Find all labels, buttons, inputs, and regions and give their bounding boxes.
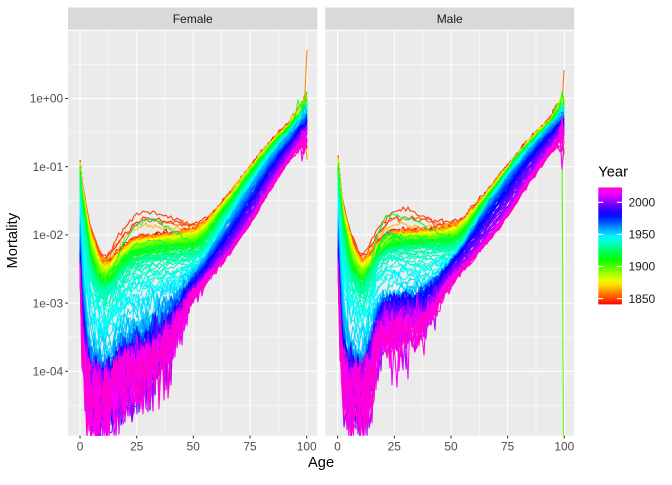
svg-text:2000: 2000 (629, 196, 656, 210)
svg-text:50: 50 (444, 439, 458, 453)
svg-text:Male: Male (437, 12, 463, 26)
svg-text:50: 50 (187, 439, 201, 453)
svg-text:1900: 1900 (629, 260, 656, 274)
svg-text:1e-02: 1e-02 (33, 228, 64, 242)
svg-text:25: 25 (388, 439, 402, 453)
svg-text:1e+00: 1e+00 (30, 92, 64, 106)
svg-text:25: 25 (130, 439, 144, 453)
svg-text:75: 75 (501, 439, 515, 453)
svg-text:1e-04: 1e-04 (33, 365, 64, 379)
svg-text:Age: Age (308, 455, 334, 471)
svg-text:1e-01: 1e-01 (33, 160, 64, 174)
svg-text:0: 0 (77, 439, 84, 453)
svg-text:100: 100 (554, 439, 574, 453)
svg-text:75: 75 (243, 439, 257, 453)
svg-text:100: 100 (297, 439, 317, 453)
svg-text:Female: Female (173, 12, 213, 26)
svg-text:1e-03: 1e-03 (33, 296, 64, 310)
svg-text:Year: Year (598, 164, 628, 180)
svg-text:0: 0 (334, 439, 341, 453)
svg-text:Mortality: Mortality (5, 212, 21, 268)
svg-text:1950: 1950 (629, 228, 656, 242)
svg-text:1850: 1850 (629, 292, 656, 306)
